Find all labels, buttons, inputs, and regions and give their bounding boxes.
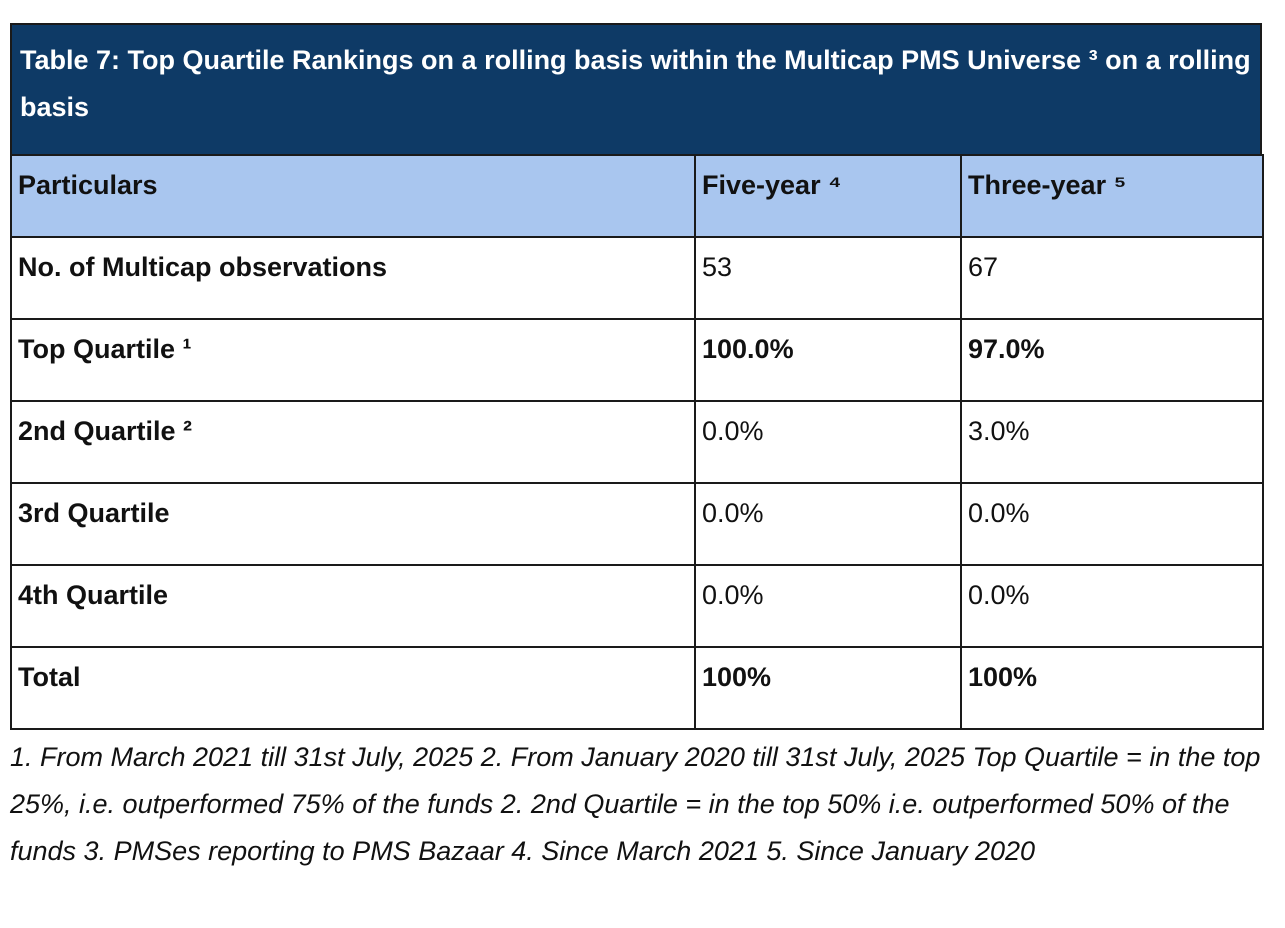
table-row: 4th Quartile 0.0% 0.0% [10,564,1264,648]
cell-five-year: 0.0% [694,564,962,648]
row-label: 2nd Quartile ² [10,400,696,484]
cell-three-year: 3.0% [960,400,1264,484]
row-label: No. of Multicap observations [10,236,696,320]
header-row: Particulars Five-year ⁴ Three-year ⁵ [10,154,1264,238]
quartile-table: Table 7: Top Quartile Rankings on a roll… [10,23,1264,730]
table-footnote: 1. From March 2021 till 31st July, 2025 … [10,742,1261,866]
cell-five-year: 100.0% [694,318,962,402]
data-table: Particulars Five-year ⁴ Three-year ⁵ No.… [10,154,1264,730]
cell-five-year: 53 [694,236,962,320]
column-header-three-year: Three-year ⁵ [960,154,1264,238]
table-row: Top Quartile ¹ 100.0% 97.0% [10,318,1264,402]
cell-three-year: 0.0% [960,564,1264,648]
row-label: 4th Quartile [10,564,696,648]
cell-three-year: 97.0% [960,318,1264,402]
table-row: 2nd Quartile ² 0.0% 3.0% [10,400,1264,484]
cell-three-year: 0.0% [960,482,1264,566]
row-label: Top Quartile ¹ [10,318,696,402]
cell-five-year: 0.0% [694,400,962,484]
column-header-five-year: Five-year ⁴ [694,154,962,238]
table-row: Total 100% 100% [10,646,1264,730]
row-label: 3rd Quartile [10,482,696,566]
cell-five-year: 100% [694,646,962,730]
row-label: Total [10,646,696,730]
cell-three-year: 100% [960,646,1264,730]
cell-five-year: 0.0% [694,482,962,566]
table-row: 3rd Quartile 0.0% 0.0% [10,482,1264,566]
table-title: Table 7: Top Quartile Rankings on a roll… [10,23,1262,154]
cell-three-year: 67 [960,236,1264,320]
column-header-particulars: Particulars [10,154,696,238]
table-row: No. of Multicap observations 53 67 [10,236,1264,320]
